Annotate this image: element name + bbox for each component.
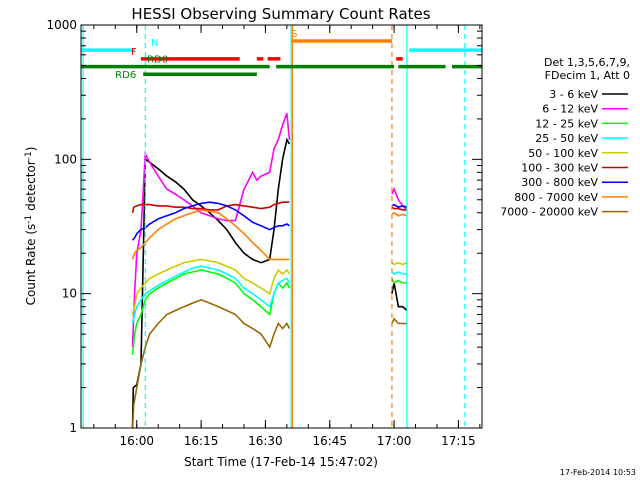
flag-label-RD0: RD0 (147, 55, 168, 66)
y-tick-label-2: 100 (54, 152, 77, 166)
legend-entry-0: 3 - 6 keV (549, 88, 598, 101)
legend-entry-5: 100 - 300 keV (521, 162, 598, 175)
legend-entry-1: 6 - 12 keV (542, 103, 598, 116)
series-layer (131, 113, 408, 428)
y-tick-label-1: 10 (62, 287, 77, 301)
series-line-8-seg-1 (391, 317, 407, 325)
y-axis-label-part3: ) (24, 147, 38, 152)
series-line-2-seg-1 (391, 278, 407, 285)
x-tick-label-1: 16:15 (184, 434, 219, 448)
y-tick-label-0: 1 (69, 421, 77, 435)
y-axis-label: Count Rate (s-1 detector-1) (24, 147, 38, 306)
series-line-1-seg-0 (131, 113, 291, 348)
series-line-5-seg-1 (391, 206, 407, 211)
x-axis-ticks: 16:00 16:15 16:30 16:45 17:00 17:15 (93, 25, 481, 448)
legend-header-line2: FDecim 1, Att 0 (545, 69, 630, 82)
x-tick-label-3: 16:45 (312, 434, 347, 448)
x-tick-label-0: 16:00 (119, 434, 154, 448)
series-line-3-seg-0 (131, 265, 291, 324)
series-line-0-seg-0 (131, 137, 291, 428)
series-line-7-seg-1 (391, 211, 408, 217)
legend-entry-4: 50 - 100 keV (528, 147, 598, 160)
legend-entry-2: 12 - 25 keV (535, 117, 598, 130)
flag-labels: N F S RD0 RD6 (115, 29, 297, 81)
chart-title: HESSI Observing Summary Count Rates (131, 5, 430, 23)
series-line-4-seg-1 (391, 261, 408, 266)
y-axis-label-part1: Count Rate (s (24, 224, 38, 306)
x-tick-label-2: 16:30 (248, 434, 283, 448)
series-line-3-seg-1 (391, 271, 407, 275)
series-line-7-seg-0 (131, 209, 290, 261)
vertical-markers (82, 25, 466, 428)
series-line-8-seg-0 (131, 298, 291, 428)
x-tick-label-5: 17:15 (441, 434, 476, 448)
legend-entry-8: 7000 - 20000 keV (500, 206, 598, 219)
footer-timestamp: 17-Feb-2014 10:53 (560, 468, 636, 477)
series-line-6-seg-1 (391, 203, 408, 209)
y-axis-label-sup2: -1 (24, 151, 34, 160)
series-line-5-seg-0 (131, 201, 290, 213)
series-line-4-seg-0 (131, 258, 291, 315)
series-line-0-seg-1 (391, 282, 408, 312)
x-axis-label: Start Time (17-Feb-14 15:47:02) (184, 455, 378, 469)
y-axis-label-part2: detector (24, 160, 38, 215)
legend: Det 1,3,5,6,7,9, FDecim 1, Att 0 3 - 6 k… (500, 56, 630, 219)
y-axis-ticks: 1 10 100 1000 (46, 18, 482, 435)
flag-label-F: F (131, 47, 137, 58)
legend-entry-3: 25 - 50 keV (535, 132, 598, 145)
y-axis-label-sup1: -1 (24, 215, 34, 224)
y-tick-label-3: 1000 (46, 18, 77, 32)
flag-label-S: S (291, 29, 297, 40)
flag-bars (81, 39, 482, 76)
legend-entry-7: 800 - 7000 keV (514, 191, 598, 204)
legend-entry-6: 300 - 800 keV (521, 176, 598, 189)
flag-label-RD6: RD6 (115, 70, 136, 81)
legend-header-line1: Det 1,3,5,6,7,9, (544, 56, 630, 69)
plot-frame (80, 24, 483, 429)
x-tick-label-4: 17:00 (377, 434, 412, 448)
series-line-1-seg-1 (391, 187, 408, 211)
flag-label-N: N (151, 38, 158, 49)
